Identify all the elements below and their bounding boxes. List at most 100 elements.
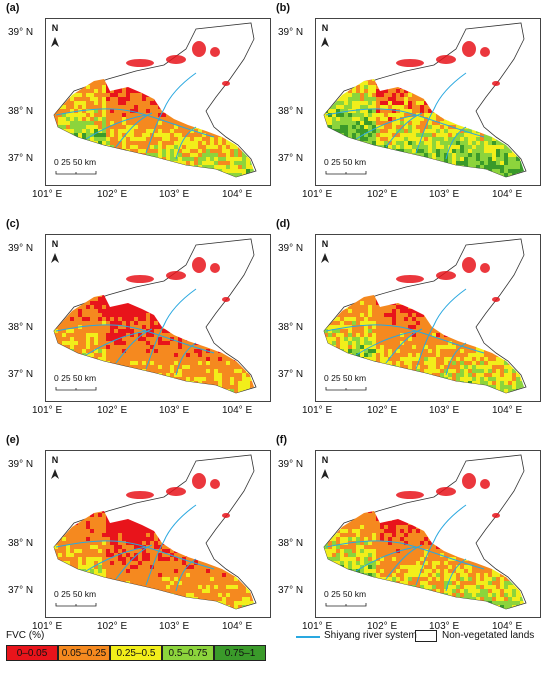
- oasis-patch: [436, 55, 456, 64]
- river-line: [85, 330, 147, 356]
- north-arrow-icon: [51, 469, 59, 479]
- legend-swatch: [58, 645, 110, 661]
- latitude-label: 38° N: [278, 322, 304, 333]
- legend-swatch: [162, 645, 214, 661]
- longitude-label: 103° E: [429, 621, 460, 632]
- longitude-label: 103° E: [159, 621, 190, 632]
- scale-bar: [325, 603, 367, 607]
- river-line: [85, 546, 147, 572]
- longitude-label: 102° E: [367, 189, 398, 200]
- scale-bar-label: 0 25 50 km: [54, 589, 97, 599]
- legend-swatch: [214, 645, 266, 661]
- oasis-patch: [192, 473, 206, 489]
- oasis-patch: [492, 297, 500, 302]
- longitude-label: 103° E: [159, 189, 190, 200]
- latitude-label: 37° N: [278, 585, 304, 596]
- oasis-patch: [480, 479, 490, 489]
- longitude-label: 104° E: [492, 621, 523, 632]
- oasis-patch: [222, 81, 230, 86]
- map-panel: (d) 39° N 38° N 37° N 101° E 102° E 103° E 104°…: [276, 218, 546, 430]
- fvc-map: [321, 238, 527, 394]
- oasis-patch: [126, 491, 154, 499]
- legend-swatch: [6, 645, 58, 661]
- river-line: [415, 288, 467, 370]
- map-frame: N 0 25 50 km: [45, 18, 271, 186]
- river-line: [385, 544, 423, 580]
- oasis-patch: [462, 41, 476, 57]
- scale-bar: [55, 603, 97, 607]
- north-label: N: [51, 23, 59, 33]
- legend-title: FVC (%): [6, 630, 45, 641]
- river-legend-line: [296, 636, 320, 638]
- fvc-map: [321, 454, 527, 610]
- longitude-label: 103° E: [429, 405, 460, 416]
- longitude-label: 104° E: [222, 405, 253, 416]
- map-frame: N 0 25 50 km: [45, 234, 271, 402]
- scale-bar-label: 0 25 50 km: [324, 373, 367, 383]
- oasis-patch: [396, 491, 424, 499]
- river-line: [175, 558, 197, 592]
- longitude-label: 101° E: [32, 621, 63, 632]
- legend-swatch-label: 0.25–0.5: [116, 648, 156, 659]
- oasis-patch: [492, 513, 500, 518]
- river-legend-label: Shiyang river system: [324, 630, 417, 641]
- oasis-patch: [192, 41, 206, 57]
- oasis-patch: [492, 81, 500, 86]
- latitude-label: 38° N: [8, 538, 34, 549]
- fvc-map: [51, 454, 257, 610]
- north-label: N: [51, 455, 59, 465]
- oasis-patch: [396, 59, 424, 67]
- oasis-patch: [480, 47, 490, 57]
- latitude-label: 38° N: [8, 106, 34, 117]
- latitude-label: 39° N: [278, 27, 304, 38]
- oasis-patch: [210, 479, 220, 489]
- scale-bar: [55, 387, 97, 391]
- map-frame: N 0 25 50 km: [315, 450, 541, 618]
- longitude-label: 103° E: [159, 405, 190, 416]
- north-arrow-icon: [321, 469, 329, 479]
- map-panel: (e) 39° N 38° N 37° N 101° E 102° E 103° E 104°…: [6, 434, 276, 646]
- north-arrow-icon: [51, 253, 59, 263]
- legend-swatch-label: 0–0.05: [16, 648, 48, 659]
- panel-label: (e): [6, 434, 20, 446]
- oasis-patch: [462, 257, 476, 273]
- oasis-patch: [462, 473, 476, 489]
- river-line: [415, 504, 467, 586]
- oasis-patch: [436, 487, 456, 496]
- map-frame: N 0 25 50 km: [45, 450, 271, 618]
- latitude-label: 39° N: [8, 459, 34, 470]
- latitude-label: 39° N: [278, 243, 304, 254]
- legend-swatch-label: 0.75–1: [224, 648, 256, 659]
- river-line: [415, 72, 467, 154]
- legend-swatch: [110, 645, 162, 661]
- map-panel: (a) 39° N 38° N 37° N 101° E 102° E 103° E 104°…: [6, 2, 276, 214]
- oasis-patch: [222, 513, 230, 518]
- river-line: [115, 328, 153, 364]
- map-panel: (c) 39° N 38° N 37° N 101° E 102° E 103° E 104°…: [6, 218, 276, 430]
- map-legend: FVC (%) 0–0.05 0.05–0.25 0.25–0.5 0.5–0.75 0…: [0, 628, 550, 678]
- scale-bar-label: 0 25 50 km: [324, 157, 367, 167]
- river-line: [355, 546, 417, 572]
- river-line: [85, 114, 147, 140]
- nonveg-legend-label: Non-vegetated lands: [442, 630, 535, 641]
- scale-bar: [325, 387, 367, 391]
- river-line: [175, 126, 197, 160]
- north-label: N: [321, 23, 329, 33]
- legend-swatch-label: 0.5–0.75: [168, 648, 208, 659]
- fvc-map: [321, 22, 527, 178]
- longitude-label: 104° E: [222, 189, 253, 200]
- nonveg-legend-box: [415, 630, 437, 642]
- oasis-patch: [126, 59, 154, 67]
- map-panel: (f) 39° N 38° N 37° N 101° E 102° E 103° E 104°…: [276, 434, 546, 646]
- panel-label: (b): [276, 2, 291, 14]
- longitude-label: 102° E: [97, 189, 128, 200]
- river-line: [115, 544, 153, 580]
- scale-bar: [55, 171, 97, 175]
- river-line: [145, 288, 197, 370]
- river-line: [445, 342, 467, 376]
- panel-label: (d): [276, 218, 291, 230]
- oasis-patch: [166, 55, 186, 64]
- river-line: [445, 558, 467, 592]
- scale-bar-label: 0 25 50 km: [54, 157, 97, 167]
- river-line: [385, 328, 423, 364]
